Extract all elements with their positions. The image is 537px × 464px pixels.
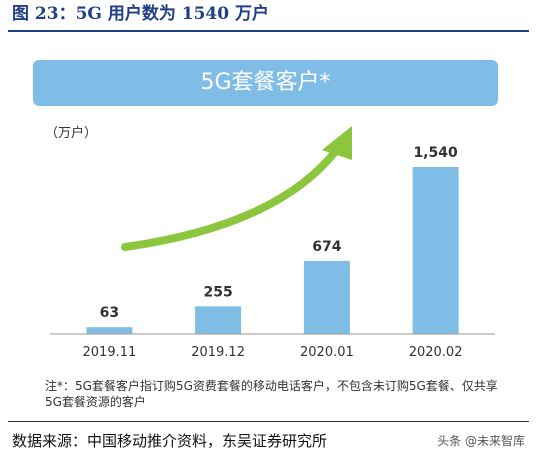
data-label-2020.02: 1,540 xyxy=(413,145,458,161)
data-source: 数据来源：中国移动推介资料，东吴证券研究所 xyxy=(12,432,328,450)
growth-arrow-shaft xyxy=(121,144,342,251)
top-rule xyxy=(8,30,529,32)
data-label-2020.01: 674 xyxy=(312,239,341,255)
bar-2019.11 xyxy=(86,327,133,334)
bar-2020.01 xyxy=(303,260,350,334)
y-axis-unit-label: （万户） xyxy=(45,126,98,141)
x-tick-label-2020.02: 2020.02 xyxy=(409,345,463,360)
data-label-2019.11: 63 xyxy=(100,305,119,321)
data-label-2019.12: 255 xyxy=(203,284,232,300)
watermark: 头条 @未来智库 xyxy=(433,431,529,450)
bottom-rule xyxy=(8,421,529,422)
figure-title: 图 23：5G 用户数为 1540 万户 xyxy=(12,4,269,24)
chart-title: 5G套餐客户* xyxy=(200,70,331,95)
growth-arrow-head xyxy=(322,126,352,160)
bar-2019.12 xyxy=(195,306,242,334)
chart-footnote: 注*：5G套餐客户指订购5G资费套餐的移动电话客户，不包含未订购5G套餐、仅共享… xyxy=(45,379,498,409)
x-tick-label-2019.11: 2019.11 xyxy=(83,345,137,360)
x-tick-label-2020.01: 2020.01 xyxy=(300,345,354,360)
bar-2020.02 xyxy=(412,167,459,334)
chart-title-banner: 5G套餐客户* xyxy=(33,60,498,106)
x-tick-label-2019.12: 2019.12 xyxy=(191,345,245,360)
